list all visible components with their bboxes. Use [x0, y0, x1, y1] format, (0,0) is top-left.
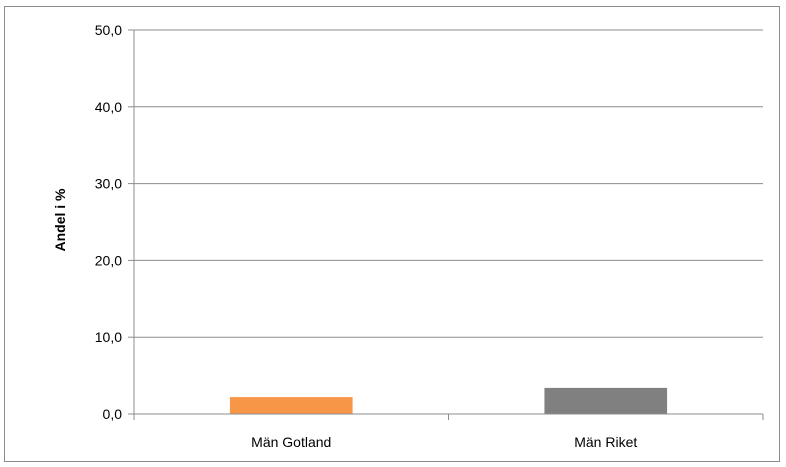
chart-frame [4, 6, 780, 462]
y-tick-label: 0,0 [103, 406, 123, 422]
y-tick-label: 20,0 [95, 252, 122, 268]
x-tick-label: Män Gotland [251, 434, 331, 450]
bar-man-gotland [229, 397, 353, 414]
y-tick-label: 50,0 [95, 22, 122, 38]
x-tick-label: Män Riket [574, 434, 637, 450]
y-tick-label: 40,0 [95, 99, 122, 115]
y-tick-label: 30,0 [95, 176, 122, 192]
y-tick-label: 10,0 [95, 329, 122, 345]
bars [229, 387, 668, 414]
x-tick-labels: Män Gotland Män Riket [251, 434, 637, 450]
y-tick-labels: 0,0 10,0 20,0 30,0 40,0 50,0 [95, 22, 122, 422]
bar-man-riket [544, 387, 668, 414]
axes [128, 29, 764, 420]
y-axis-label: Andel i % [52, 188, 68, 252]
gridlines [134, 29, 763, 338]
